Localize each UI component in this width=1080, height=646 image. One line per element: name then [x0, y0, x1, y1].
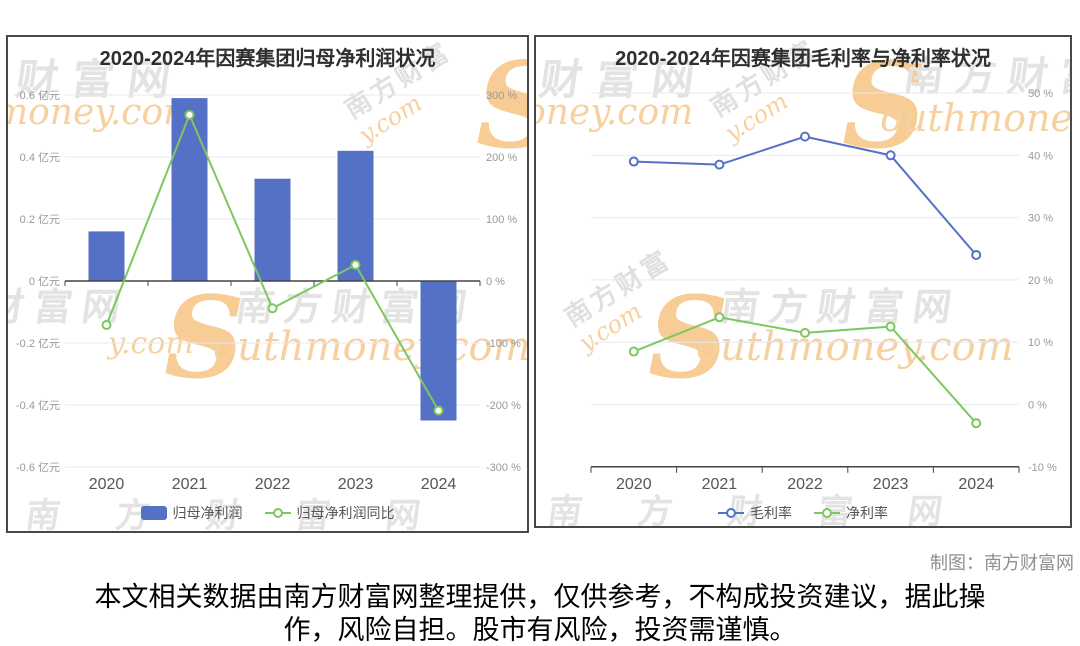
- right-chart-legend: 毛利率 净利率: [536, 503, 1070, 523]
- svg-text:200 %: 200 %: [486, 152, 517, 164]
- svg-text:2020: 2020: [616, 476, 652, 493]
- svg-text:-200 %: -200 %: [486, 400, 521, 412]
- legend-item-gross-margin: 毛利率: [718, 503, 792, 523]
- legend-label: 归母净利润: [172, 505, 243, 521]
- svg-text:0 %: 0 %: [1028, 400, 1047, 412]
- svg-text:2024: 2024: [958, 476, 994, 493]
- bar-2023: [337, 150, 374, 281]
- net-profit-chart: 0.6 亿元 0.4 亿元 0.2 亿元 0 亿元 -0.2 亿元 -0.4 亿元 -0.6…: [16, 89, 521, 493]
- legend-label: 毛利率: [750, 505, 792, 521]
- gridlines: [591, 92, 1019, 405]
- left-chart-title: 2020-2024年因赛集团归母净利润状况: [99, 48, 436, 70]
- y-axis-left-labels: 0.6 亿元 0.4 亿元 0.2 亿元 0 亿元 -0.2 亿元 -0.4 亿元 -0.6…: [16, 89, 60, 474]
- line-swatch-icon: [814, 508, 840, 518]
- right-chart-title: 2020-2024年因赛集团毛利率与净利率状况: [615, 48, 991, 70]
- legend-label: 净利率: [846, 505, 888, 521]
- bar-2022: [254, 178, 291, 281]
- svg-text:20 %: 20 %: [1028, 275, 1053, 287]
- yoy-line: [101, 109, 444, 416]
- legend-item-net-profit: 归母净利润: [140, 503, 243, 523]
- net-profit-chart-panel: 财富网 money.com 南方财富 y.com S S 南方财富网 outhm…: [6, 35, 529, 533]
- svg-text:50 %: 50 %: [1028, 88, 1053, 100]
- svg-text:-100 %: -100 %: [486, 338, 521, 350]
- svg-text:2024: 2024: [421, 476, 457, 493]
- bar-2020: [88, 231, 125, 281]
- disclaimer-line-1: 本文相关数据由南方财富网整理提供，仅供参考，不构成投资建议，据此操: [94, 582, 986, 612]
- x-axis-labels: 2020 2021 2022 2023 2024: [616, 476, 994, 493]
- svg-text:0.4 亿元: 0.4 亿元: [20, 151, 60, 164]
- line-swatch-icon: [718, 508, 744, 518]
- legend-item-net-margin: 净利率: [814, 503, 888, 523]
- y-axis-right-labels: 300 % 200 % 100 % 0 % -100 % -200 % -300 %: [486, 90, 521, 474]
- legend-item-net-profit-yoy: 归母净利润同比: [264, 503, 395, 523]
- x-axis: [64, 280, 481, 286]
- bar-swatch-icon: [140, 506, 167, 520]
- legend-label: 归母净利润同比: [296, 505, 395, 521]
- bar-2021: [171, 98, 208, 281]
- svg-text:-0.4 亿元: -0.4 亿元: [16, 399, 60, 412]
- svg-text:2023: 2023: [338, 476, 374, 493]
- margin-chart-panel: 财富网 money.com 南方财富 y.com S 南方财富 outhmone…: [534, 35, 1072, 528]
- y-axis-right-labels: 50 % 40 % 30 % 20 % 10 % 0 % -10 %: [1028, 88, 1057, 474]
- svg-text:2022: 2022: [255, 476, 291, 493]
- svg-text:300 %: 300 %: [486, 90, 517, 102]
- svg-text:30 %: 30 %: [1028, 213, 1053, 225]
- line-swatch-icon: [264, 508, 291, 518]
- svg-text:100 %: 100 %: [486, 214, 517, 226]
- x-axis-labels: 2020 2021 2022 2023 2024: [89, 476, 457, 493]
- gross-margin-line: [628, 131, 982, 260]
- svg-text:0.2 亿元: 0.2 亿元: [20, 213, 60, 226]
- bar-2024: [420, 281, 457, 421]
- chart-credit: 制图：南方财富网: [930, 553, 1074, 573]
- margin-chart: 50 % 40 % 30 % 20 % 10 % 0 % -10 % 2020 2021 2022…: [590, 88, 1057, 493]
- svg-text:-0.2 亿元: -0.2 亿元: [16, 337, 60, 350]
- left-chart-legend: 归母净利润 归母净利润同比: [8, 503, 527, 523]
- net-profit-bars: [88, 98, 457, 421]
- svg-text:2022: 2022: [787, 476, 823, 493]
- x-axis: [590, 466, 1020, 473]
- svg-text:2021: 2021: [702, 476, 738, 493]
- svg-text:2023: 2023: [873, 476, 909, 493]
- disclaimer-line-2: 作，风险自担。股市有风险，投资需谨慎。: [283, 615, 797, 645]
- svg-text:-300 %: -300 %: [486, 462, 521, 474]
- svg-text:-10 %: -10 %: [1028, 462, 1057, 474]
- svg-text:2021: 2021: [172, 476, 208, 493]
- disclaimer: 本文相关数据由南方财富网整理提供，仅供参考，不构成投资建议，据此操 作，风险自担…: [0, 581, 1080, 646]
- net-margin-line: [628, 312, 982, 429]
- svg-text:0 %: 0 %: [486, 276, 505, 288]
- svg-text:2020: 2020: [89, 476, 125, 493]
- svg-text:0.6 亿元: 0.6 亿元: [20, 89, 60, 102]
- svg-text:10 %: 10 %: [1028, 337, 1053, 349]
- svg-text:-0.6 亿元: -0.6 亿元: [16, 461, 60, 474]
- svg-text:0 亿元: 0 亿元: [29, 275, 60, 288]
- svg-text:40 %: 40 %: [1028, 150, 1053, 162]
